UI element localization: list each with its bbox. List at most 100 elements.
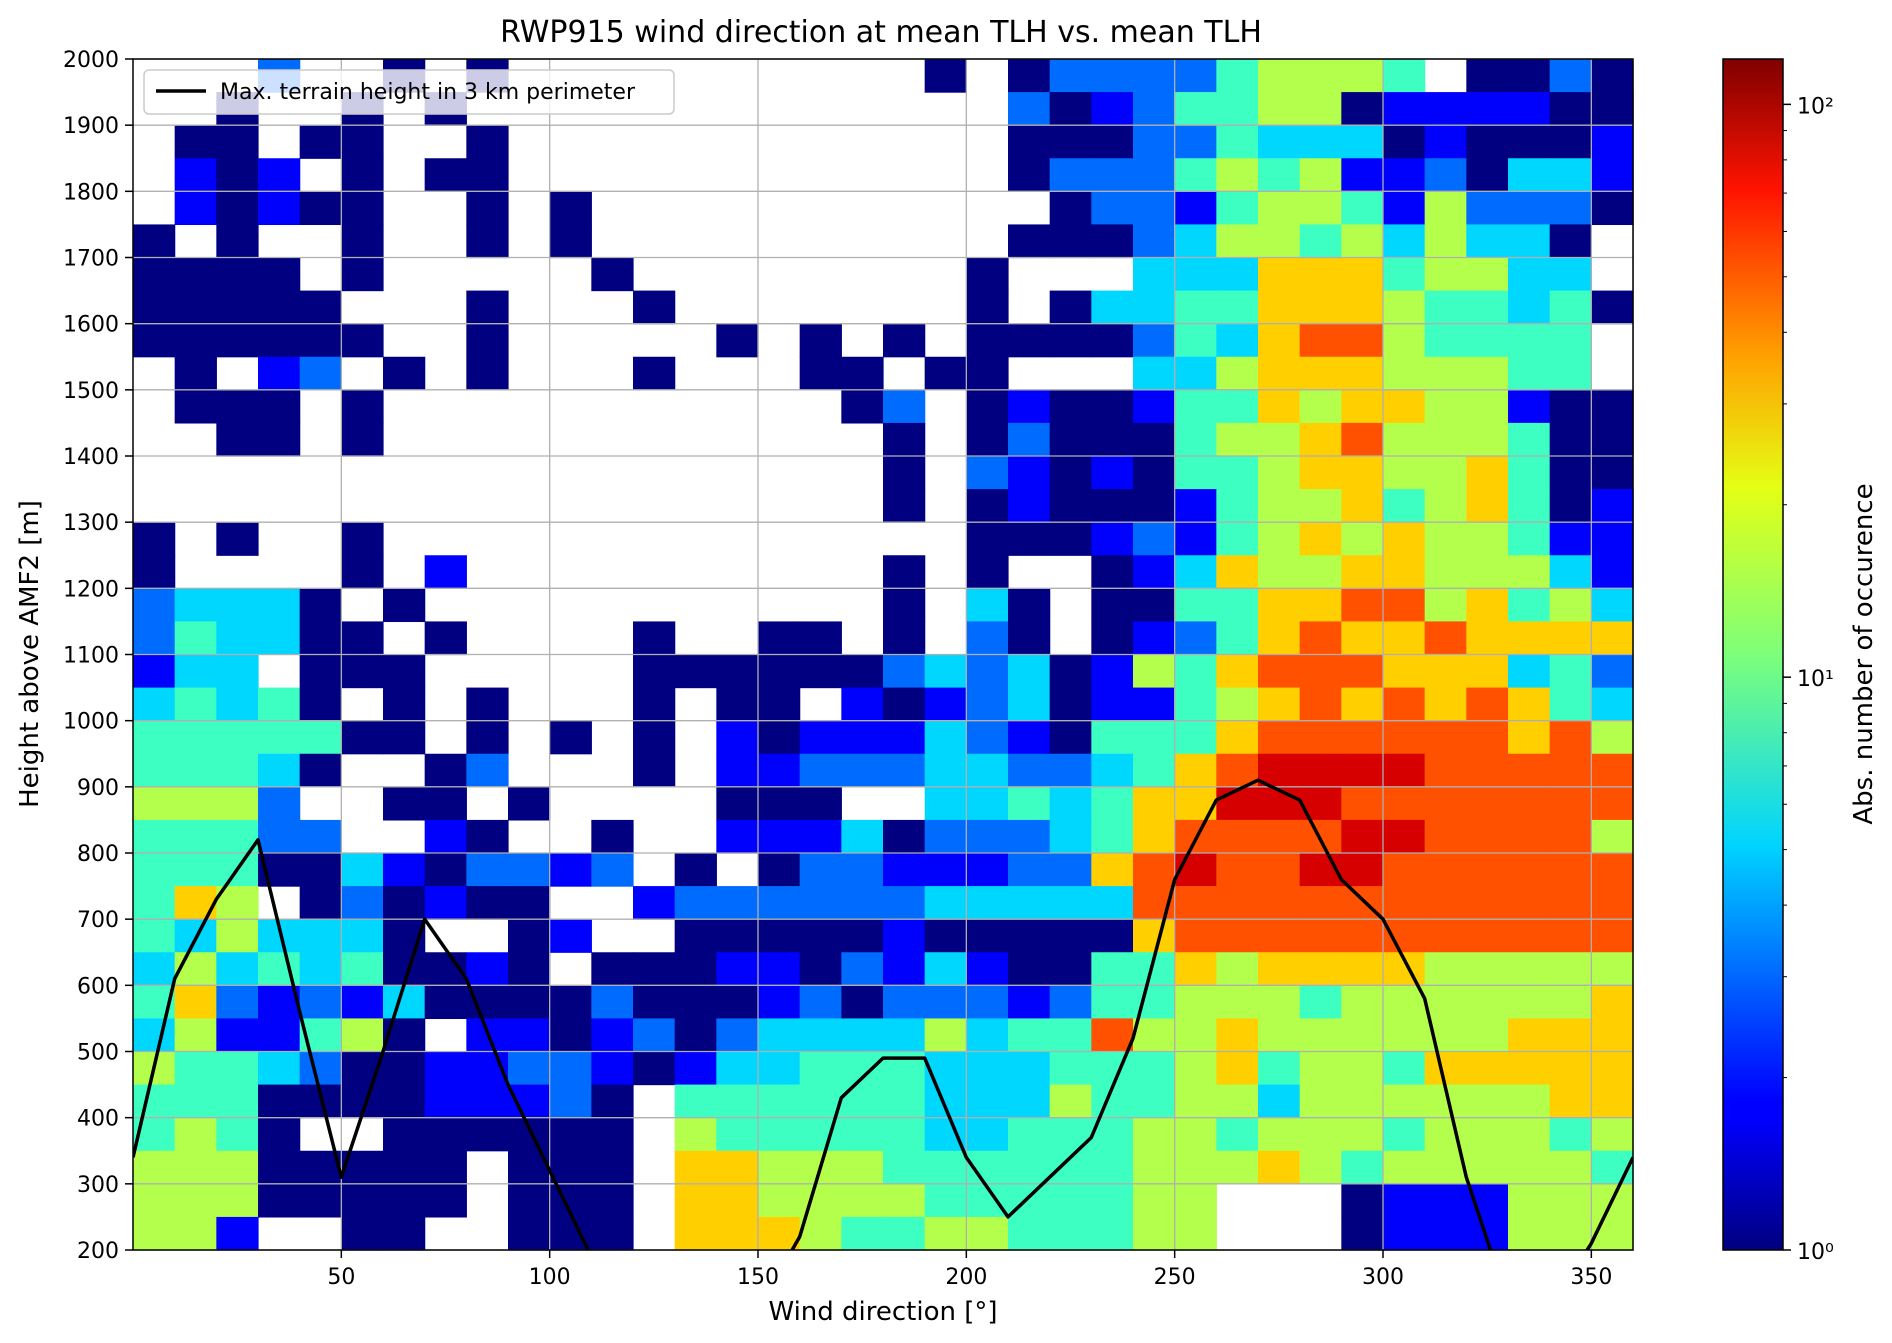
heatmap-cell	[1299, 59, 1342, 93]
heatmap-cell	[258, 753, 301, 788]
heatmap-cell	[1549, 1117, 1592, 1152]
heatmap-cell	[1508, 224, 1551, 259]
heatmap-cell	[1216, 522, 1259, 556]
heatmap-cell	[1466, 125, 1509, 159]
heatmap-cell	[966, 853, 1009, 887]
heatmap-cell	[383, 1051, 426, 1086]
heatmap-cell	[1049, 224, 1092, 259]
heatmap-cell	[1341, 985, 1384, 1020]
heatmap-cell	[633, 687, 676, 722]
heatmap-cell	[1591, 1117, 1634, 1152]
heatmap-cell	[1216, 985, 1259, 1020]
heatmap-cell	[508, 1051, 551, 1086]
heatmap-cell	[674, 919, 717, 953]
heatmap-cell	[1008, 588, 1051, 623]
heatmap-cell	[1008, 687, 1051, 722]
heatmap-cell	[174, 588, 217, 623]
heatmap-cell	[1341, 356, 1384, 391]
heatmap-cell	[258, 1084, 301, 1119]
heatmap-cell	[133, 853, 176, 887]
heatmap-cell	[174, 720, 217, 755]
heatmap-cell	[1133, 1183, 1176, 1218]
heatmap-cell	[1591, 1051, 1634, 1086]
heatmap-cell	[1174, 555, 1217, 589]
heatmap-cell	[883, 1150, 926, 1185]
heatmap-cell	[633, 886, 676, 920]
heatmap-cell	[1174, 654, 1217, 689]
heatmap-cell	[1174, 1051, 1217, 1086]
heatmap-cell	[591, 1216, 634, 1251]
heatmap-cell	[1008, 1150, 1051, 1185]
heatmap-cell	[1466, 853, 1509, 887]
heatmap-cell	[1508, 753, 1551, 788]
heatmap-cell	[216, 191, 259, 226]
heatmap-cell	[1341, 919, 1384, 953]
heatmap-cell	[1174, 191, 1217, 226]
heatmap-cell	[1258, 257, 1301, 292]
heatmap-cell	[1466, 886, 1509, 920]
heatmap-cell	[591, 1084, 634, 1119]
heatmap-cell	[883, 555, 926, 589]
heatmap-cell	[1216, 59, 1259, 93]
heatmap-cell	[1174, 224, 1217, 259]
heatmap-cell	[1049, 720, 1092, 755]
heatmap-cell	[1258, 158, 1301, 192]
heatmap-cell	[1216, 158, 1259, 192]
heatmap-cell	[1174, 1117, 1217, 1152]
heatmap-cell	[1008, 952, 1051, 986]
heatmap-cell	[924, 1216, 967, 1251]
heatmap-cell	[341, 555, 384, 589]
heatmap-cell	[258, 786, 301, 821]
colorbar-ticks: 10⁰ 10¹ 10²	[1783, 94, 1834, 1265]
heatmap-cell	[1508, 191, 1551, 226]
heatmap-cell	[133, 522, 176, 556]
heatmap-cell	[1174, 389, 1217, 424]
heatmap-cell	[591, 1051, 634, 1086]
heatmap-cell	[1591, 621, 1634, 656]
heatmap-cell	[216, 323, 259, 358]
heatmap-cell	[424, 1084, 467, 1119]
heatmap-cell	[341, 621, 384, 656]
heatmap-cell	[1133, 786, 1176, 821]
heatmap-cell	[1508, 1051, 1551, 1086]
heatmap-cell	[299, 819, 342, 854]
x-axis-label: Wind direction [°]	[768, 1297, 997, 1327]
heatmap-cell	[1466, 191, 1509, 226]
heatmap-cell	[1258, 489, 1301, 523]
heatmap-cell	[1091, 125, 1134, 159]
heatmap-cell	[508, 985, 551, 1020]
heatmap-cell	[1008, 59, 1051, 93]
heatmap-cell	[174, 191, 217, 226]
heatmap-cell	[1591, 456, 1634, 490]
heatmap-cell	[1549, 985, 1592, 1020]
heatmap-cell	[1508, 853, 1551, 887]
heatmap-cell	[466, 323, 509, 358]
x-tick-label: 50	[327, 1265, 355, 1290]
heatmap-cell	[1424, 489, 1467, 523]
heatmap-cell	[1299, 522, 1342, 556]
heatmap-cell	[1383, 125, 1426, 159]
heatmap-cell	[466, 1084, 509, 1119]
heatmap-cell	[1049, 687, 1092, 722]
heatmap-cell	[841, 985, 884, 1020]
heatmap-cell	[341, 158, 384, 192]
heatmap-cell	[1174, 522, 1217, 556]
heatmap-cell	[758, 853, 801, 887]
heatmap-cell	[1341, 687, 1384, 722]
heatmap-cell	[466, 985, 509, 1020]
heatmap-cell	[1049, 323, 1092, 358]
heatmap-cell	[1091, 654, 1134, 689]
heatmap-cell	[424, 1150, 467, 1185]
heatmap-cell	[1049, 489, 1092, 523]
heatmap-cell	[1133, 919, 1176, 953]
heatmap-cell	[1549, 753, 1592, 788]
heatmap-cell	[1133, 522, 1176, 556]
heatmap-cell	[1049, 1018, 1092, 1053]
heatmap-cell	[1383, 356, 1426, 391]
heatmap-cell	[1008, 853, 1051, 887]
heatmap-cell	[549, 919, 592, 953]
heatmap-cell	[924, 886, 967, 920]
heatmap-cell	[1591, 422, 1634, 457]
heatmap-cell	[174, 290, 217, 325]
heatmap-cell	[1258, 92, 1301, 126]
